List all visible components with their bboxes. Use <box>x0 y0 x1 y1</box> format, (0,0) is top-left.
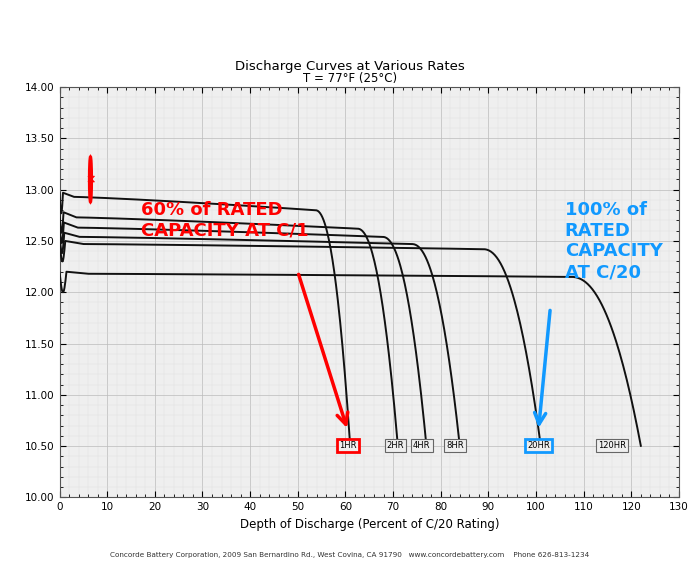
Text: 1HR: 1HR <box>339 441 356 450</box>
Text: 120HR: 120HR <box>598 441 626 450</box>
Text: 8HR: 8HR <box>446 441 464 450</box>
Text: 2HR: 2HR <box>386 441 404 450</box>
X-axis label: Depth of Discharge (Percent of C/20 Rating): Depth of Discharge (Percent of C/20 Rati… <box>239 518 499 531</box>
Text: 20HR: 20HR <box>527 441 550 450</box>
Text: ×: × <box>85 173 96 186</box>
Text: 100% of
RATED
CAPACITY
AT C/20: 100% of RATED CAPACITY AT C/20 <box>565 201 662 281</box>
Text: Discharge Curves at Various Rates: Discharge Curves at Various Rates <box>235 60 465 73</box>
Text: 60% of RATED
CAPACITY AT C/1: 60% of RATED CAPACITY AT C/1 <box>141 201 308 240</box>
Text: 4HR: 4HR <box>413 441 430 450</box>
Text: Concorde Battery Corporation, 2009 San Bernardino Rd., West Covina, CA 91790   w: Concorde Battery Corporation, 2009 San B… <box>111 551 589 558</box>
Text: T = 77°F (25°C): T = 77°F (25°C) <box>303 72 397 85</box>
